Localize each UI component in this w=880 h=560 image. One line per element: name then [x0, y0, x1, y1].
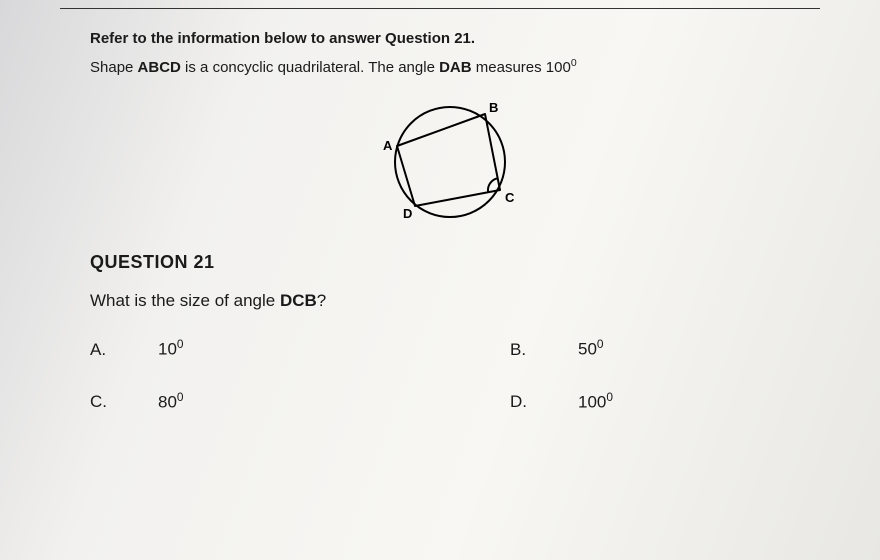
problem-bold-abcd: ABCD	[137, 59, 180, 76]
option-num: 100	[578, 392, 606, 411]
option-d: D. 1000	[510, 390, 730, 413]
diagram-container: A B C D	[90, 84, 810, 234]
option-letter: D.	[510, 392, 560, 412]
question-heading: QUESTION 21	[90, 252, 810, 273]
options-grid: A. 100 B. 500 C. 800 D. 1000	[90, 337, 810, 412]
option-letter: C.	[90, 392, 140, 412]
option-num: 10	[158, 340, 177, 359]
horizontal-rule	[60, 8, 820, 9]
problem-statement: Shape ABCD is a concyclic quadrilateral.…	[90, 57, 810, 76]
svg-text:A: A	[383, 138, 393, 153]
question-bold-dcb: DCB	[280, 291, 317, 310]
option-letter: B.	[510, 340, 560, 360]
option-a: A. 100	[90, 337, 430, 360]
problem-suffix: measures 100	[472, 59, 571, 76]
question-post: ?	[317, 291, 326, 310]
option-sup: 0	[606, 390, 613, 404]
option-sup: 0	[177, 337, 184, 351]
svg-text:B: B	[489, 100, 498, 115]
svg-text:D: D	[403, 206, 412, 221]
intro-text: Refer to the information below to answer…	[90, 30, 810, 47]
svg-text:C: C	[505, 190, 515, 205]
option-value: 800	[158, 390, 184, 413]
option-letter: A.	[90, 340, 140, 360]
option-b: B. 500	[510, 337, 730, 360]
problem-prefix: Shape	[90, 59, 138, 76]
option-value: 1000	[578, 390, 613, 413]
problem-bold-dab: DAB	[439, 59, 472, 76]
option-value: 100	[158, 337, 184, 360]
option-c: C. 800	[90, 390, 430, 413]
option-num: 50	[578, 340, 597, 359]
option-sup: 0	[597, 337, 604, 351]
option-num: 80	[158, 392, 177, 411]
problem-mid: is a concyclic quadrilateral. The angle	[181, 59, 439, 76]
option-sup: 0	[177, 390, 184, 404]
question-text: What is the size of angle DCB?	[90, 291, 810, 311]
degree-sup: 0	[571, 57, 577, 69]
circle-diagram: A B C D	[355, 84, 545, 234]
option-value: 500	[578, 337, 604, 360]
question-pre: What is the size of angle	[90, 291, 280, 310]
